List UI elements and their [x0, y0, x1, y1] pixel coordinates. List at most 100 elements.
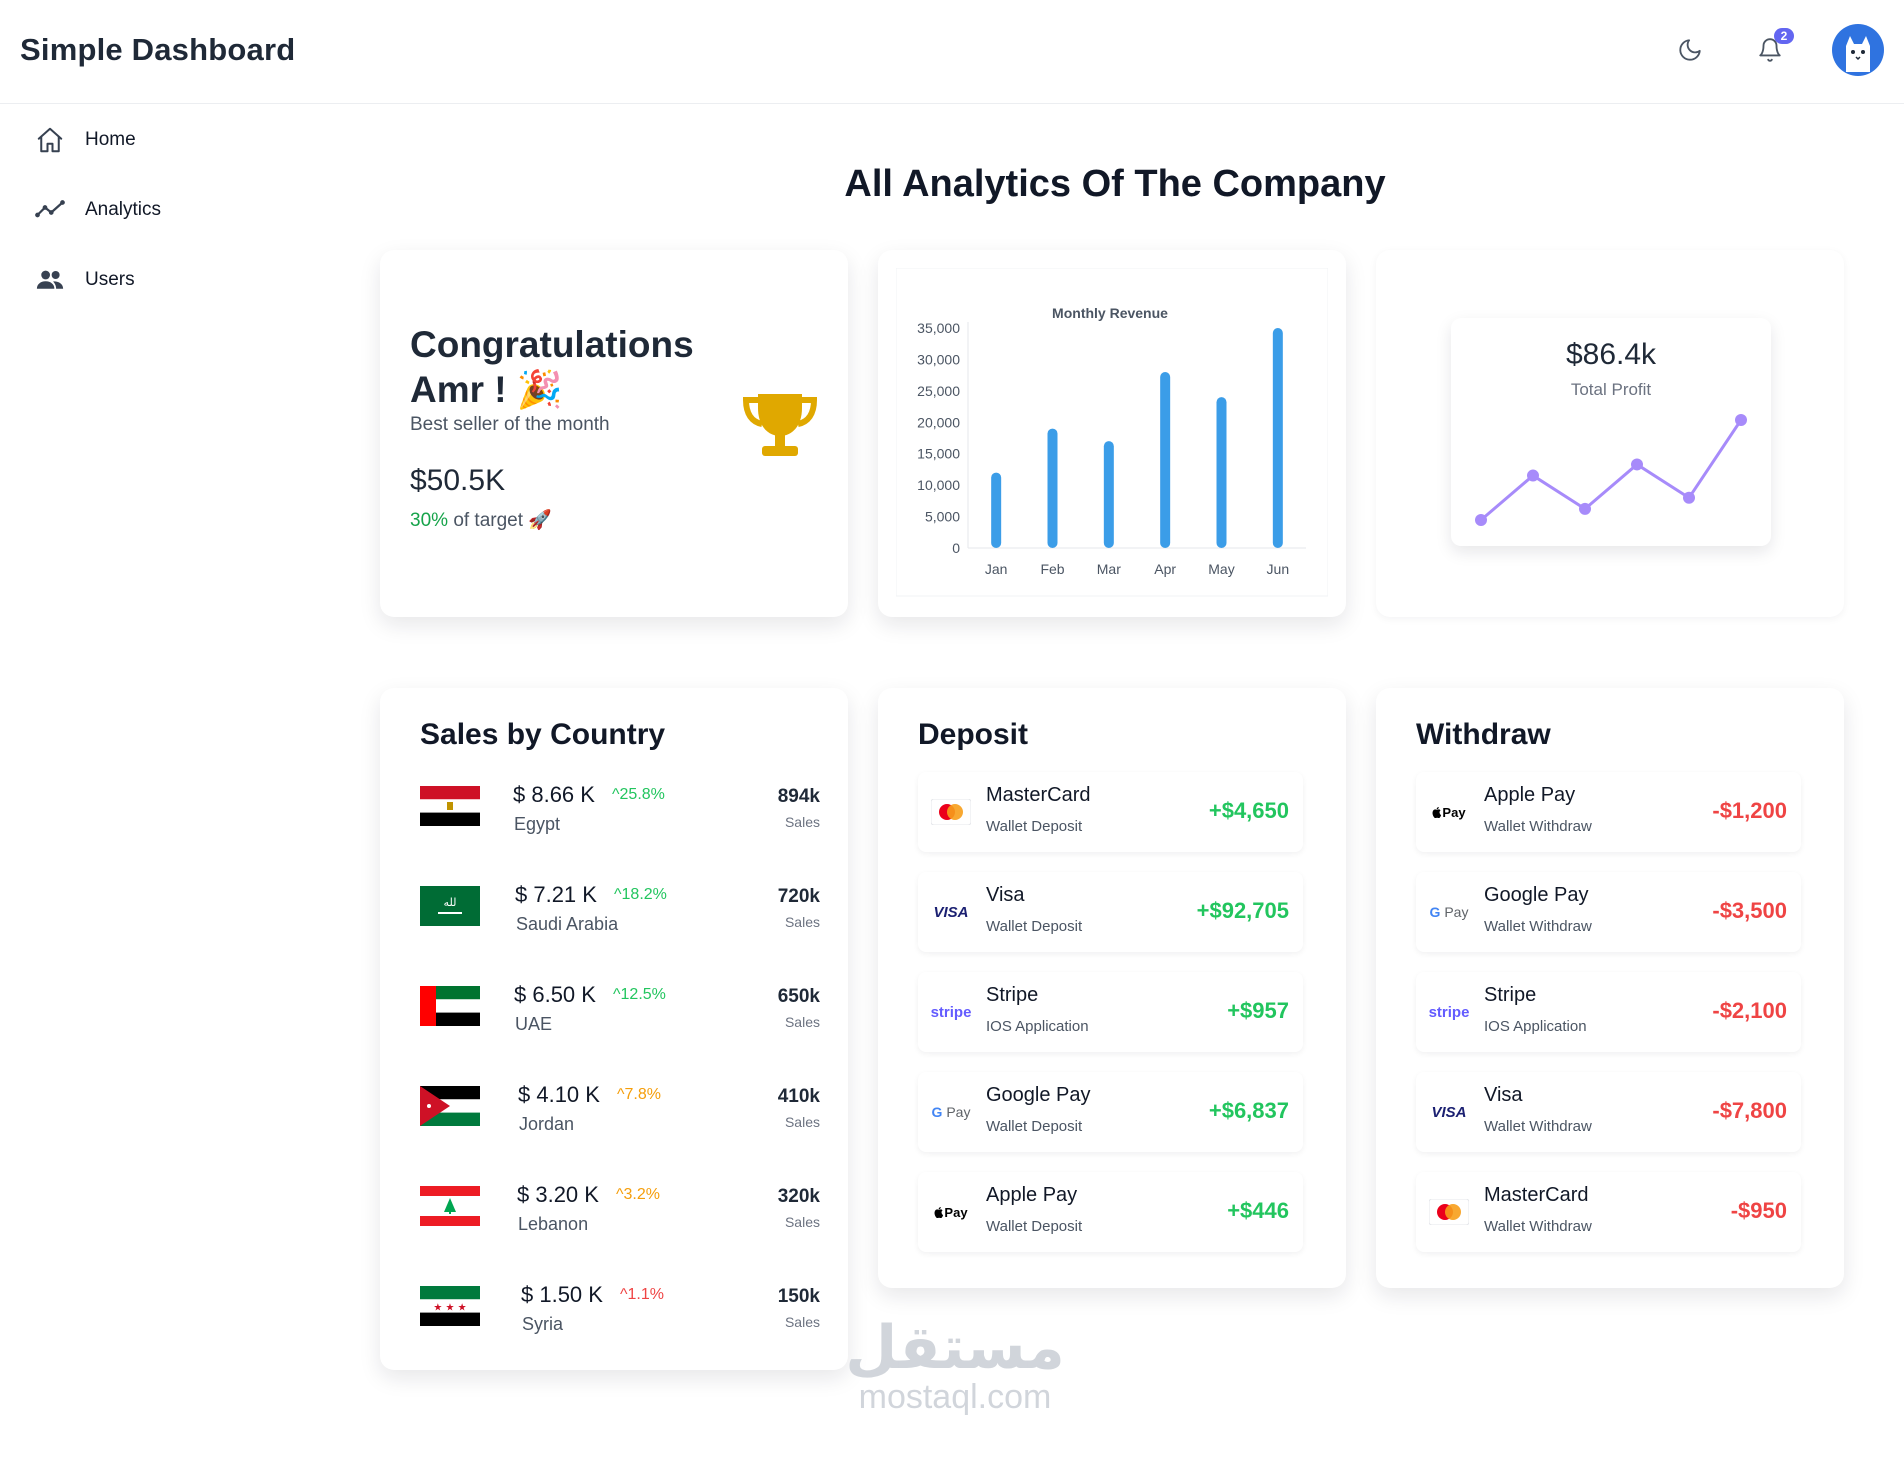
- revenue-bar-apr[interactable]: [1160, 372, 1171, 548]
- flag-egypt-icon: [420, 786, 480, 826]
- stripe-icon: stripe: [928, 992, 974, 1032]
- y-tick-label: 35,000: [917, 320, 960, 336]
- profit-point[interactable]: [1527, 469, 1539, 482]
- rocket-icon: 🚀: [528, 510, 552, 531]
- deposit-row-google-pay[interactable]: G Pay Google Pay Wallet Deposit +$6,837: [918, 1072, 1303, 1152]
- withdraw-row-google-pay[interactable]: G Pay Google Pay Wallet Withdraw -$3,500: [1416, 872, 1801, 952]
- withdraw-row-stripe[interactable]: stripe Stripe IOS Application -$2,100: [1416, 972, 1801, 1052]
- withdraw-row-mastercard[interactable]: MasterCard Wallet Withdraw -$950: [1416, 1172, 1801, 1252]
- sales-amount: $ 3.20 K: [517, 1182, 599, 1207]
- withdraw-row-visa[interactable]: VISA Visa Wallet Withdraw -$7,800: [1416, 1072, 1801, 1152]
- x-tick-label: Apr: [1154, 561, 1176, 577]
- sales-row-saudi-arabia[interactable]: لله $ 7.21 K ^18.2% Saudi Arabia 720k Sales: [420, 882, 820, 962]
- trophy-icon: [742, 394, 818, 456]
- revenue-bar-mar[interactable]: [1103, 441, 1114, 548]
- payment-method-subtitle: Wallet Withdraw: [1484, 1218, 1592, 1235]
- profit-point[interactable]: [1475, 514, 1487, 526]
- user-avatar[interactable]: [1832, 24, 1884, 76]
- transaction-amount: -$7,800: [1712, 1098, 1787, 1123]
- google-g-mark: G: [931, 1104, 943, 1120]
- sidebar-item-home[interactable]: Home: [0, 105, 300, 175]
- sales-count: 894k: [777, 786, 820, 807]
- transaction-amount: +$4,650: [1208, 798, 1289, 823]
- sidebar-item-users[interactable]: Users: [0, 245, 300, 315]
- x-tick-label: May: [1208, 561, 1234, 577]
- payment-method-subtitle: Wallet Deposit: [986, 918, 1083, 935]
- transaction-amount: -$1,200: [1712, 798, 1787, 823]
- x-tick-label: Feb: [1040, 561, 1064, 577]
- sidebar-item-analytics[interactable]: Analytics: [0, 175, 300, 245]
- congrats-title: Congratulations Amr ! 🎉: [410, 322, 730, 412]
- target-percent: 30%: [410, 510, 449, 531]
- sales-count: 150k: [777, 1286, 820, 1307]
- payment-method-subtitle: Wallet Withdraw: [1484, 1118, 1592, 1135]
- flag-saudi-arabia-icon: لله: [420, 886, 480, 926]
- monthly-revenue-chart: Monthly Revenue 0 5,000 10,000 15,000 20,000…: [896, 268, 1328, 597]
- google-pay-icon: G Pay: [1426, 892, 1472, 932]
- watermark-latin: mostaql.com: [858, 1378, 1052, 1416]
- sales-count-label: Sales: [784, 1014, 820, 1030]
- payment-method-subtitle: IOS Application: [1484, 1018, 1587, 1035]
- sidebar: Home Analytics Users: [0, 105, 300, 315]
- total-profit-value: $86.4k: [1565, 338, 1657, 371]
- sales-count: 720k: [777, 886, 820, 907]
- congrats-card: Congratulations Amr ! 🎉 Best seller of t…: [380, 250, 848, 617]
- payment-method-name: Stripe: [986, 984, 1039, 1006]
- profit-point[interactable]: [1735, 414, 1747, 426]
- sales-row-syria[interactable]: ★ ★ ★ $ 1.50 K ^1.1% Syria 150k Sales: [420, 1282, 820, 1362]
- stripe-wordmark: stripe: [930, 1003, 972, 1021]
- sidebar-item-label: Home: [85, 129, 136, 150]
- sales-change-value: 1.1%: [627, 1286, 664, 1303]
- profit-point[interactable]: [1579, 502, 1591, 515]
- profit-point[interactable]: [1683, 491, 1695, 504]
- sales-row-uae[interactable]: $ 6.50 K ^12.5% UAE 650k Sales: [420, 982, 820, 1062]
- profit-sparkline: [1475, 414, 1747, 526]
- congrats-title-text: Congratulations Amr !: [410, 324, 694, 410]
- visa-icon: VISA: [1426, 1092, 1472, 1132]
- arrow-up-icon: ^: [620, 1286, 628, 1303]
- sales-amount: $ 7.21 K: [515, 882, 597, 907]
- transaction-amount: +$92,705: [1196, 898, 1289, 923]
- payment-method-subtitle: Wallet Withdraw: [1484, 818, 1592, 835]
- y-tick-label: 0: [952, 540, 960, 556]
- revenue-bar-feb[interactable]: [1047, 428, 1058, 548]
- payment-method-subtitle: IOS Application: [986, 1018, 1089, 1035]
- transaction-amount: -$950: [1730, 1198, 1787, 1223]
- mastercard-icon: [928, 792, 974, 832]
- arrow-up-icon: ^: [613, 986, 621, 1003]
- y-tick-label: 20,000: [917, 414, 960, 430]
- sales-change: ^18.2%: [614, 886, 667, 904]
- revenue-bar-jun[interactable]: [1272, 328, 1283, 548]
- payment-method-name: Stripe: [1484, 984, 1537, 1006]
- country-name: Saudi Arabia: [516, 914, 619, 934]
- home-icon: [34, 124, 66, 156]
- congrats-target: 30% of target 🚀: [410, 508, 552, 532]
- flag-syria-icon: ★ ★ ★: [420, 1286, 480, 1326]
- sales-row-egypt[interactable]: $ 8.66 K ^25.8% Egypt 894k Sales: [420, 782, 820, 862]
- dark-mode-toggle[interactable]: [1672, 32, 1708, 68]
- withdraw-row-apple-pay[interactable]: Pay Apple Pay Wallet Withdraw -$1,200: [1416, 772, 1801, 852]
- sales-row-jordan[interactable]: $ 4.10 K ^7.8% Jordan 410k Sales: [420, 1082, 820, 1162]
- page-title: All Analytics Of The Company: [844, 163, 1386, 205]
- deposit-row-stripe[interactable]: stripe Stripe IOS Application +$957: [918, 972, 1303, 1052]
- gpay-wordmark: Pay: [1444, 904, 1469, 920]
- notifications-button[interactable]: 2: [1752, 28, 1794, 68]
- deposit-row-apple-pay[interactable]: Pay Apple Pay Wallet Deposit +$446: [918, 1172, 1303, 1252]
- sales-row-lebanon[interactable]: $ 3.20 K ^3.2% Lebanon 320k Sales: [420, 1182, 820, 1262]
- payment-method-name: Apple Pay: [986, 1184, 1078, 1206]
- transaction-amount: +$6,837: [1208, 1098, 1289, 1123]
- monthly-revenue-card: Monthly Revenue 0 5,000 10,000 15,000 20,000…: [878, 250, 1346, 617]
- trend-icon: [34, 194, 66, 226]
- revenue-bar-jan[interactable]: [991, 472, 1002, 548]
- sales-count-label: Sales: [784, 914, 820, 930]
- sales-change: ^25.8%: [612, 786, 665, 804]
- congrats-subtitle: Best seller of the month: [410, 414, 610, 435]
- deposit-row-visa[interactable]: VISA Visa Wallet Deposit +$92,705: [918, 872, 1303, 952]
- svg-text:لله: لله: [444, 896, 457, 909]
- app-title[interactable]: Simple Dashboard: [20, 32, 296, 67]
- deposit-row-mastercard[interactable]: MasterCard Wallet Deposit +$4,650: [918, 772, 1303, 852]
- revenue-bar-may[interactable]: [1216, 397, 1227, 548]
- sales-count-label: Sales: [784, 1314, 820, 1330]
- profit-point[interactable]: [1631, 458, 1643, 471]
- sales-count: 650k: [777, 986, 820, 1007]
